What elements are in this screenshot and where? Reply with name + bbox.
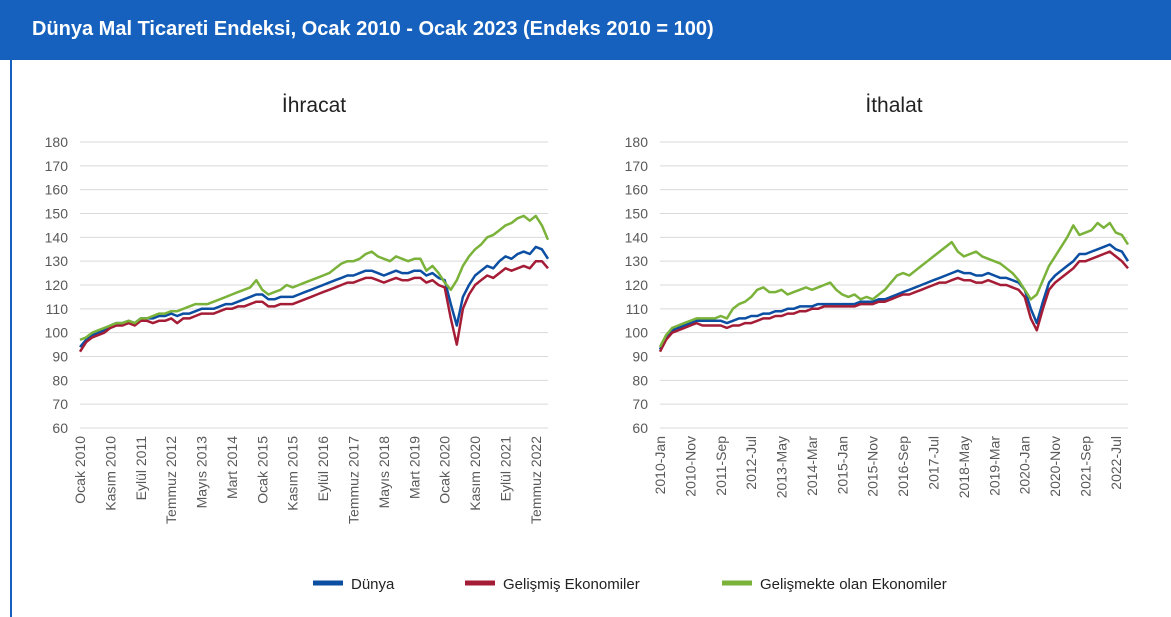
x-tick-label: 2011-Sep	[713, 436, 729, 496]
y-tick-label: 140	[625, 229, 649, 245]
x-tick-label: Eylül 2011	[133, 436, 149, 501]
frame-edge	[10, 60, 12, 617]
x-tick-label: Kasım 2015	[285, 436, 301, 511]
series-line	[79, 245, 550, 348]
x-tick-label: 2013-May	[774, 436, 790, 498]
x-tick-label: Temmuz 2012	[163, 436, 179, 524]
y-tick-label: 160	[45, 182, 69, 198]
series-line	[658, 243, 1130, 350]
y-tick-label: 70	[632, 396, 648, 412]
y-tick-label: 150	[45, 206, 69, 222]
x-tick-label: Eylül 2016	[315, 436, 331, 502]
y-tick-label: 120	[45, 277, 69, 293]
page-title: Dünya Mal Ticareti Endeksi, Ocak 2010 - …	[32, 18, 714, 40]
x-tick-label: 2017-Jul	[926, 436, 942, 490]
x-tick-label: 2014-Mar	[804, 436, 820, 496]
chart-title: İthalat	[865, 94, 922, 117]
x-tick-label: 2018-May	[956, 436, 972, 498]
x-tick-label: Kasım 2010	[102, 436, 118, 511]
series-line	[79, 214, 550, 341]
chart-title: İhracat	[282, 94, 346, 117]
y-tick-label: 120	[625, 277, 649, 293]
series-line	[78, 259, 549, 353]
y-tick-label: 140	[45, 229, 69, 245]
y-tick-label: 60	[52, 420, 68, 436]
x-tick-label: Mart 2014	[224, 436, 240, 499]
x-tick-label: Mayıs 2013	[194, 436, 210, 509]
x-tick-label: Temmuz 2017	[346, 436, 362, 524]
header: Dünya Mal Ticareti Endeksi, Ocak 2010 - …	[0, 0, 1171, 60]
y-tick-label: 150	[625, 206, 649, 222]
x-tick-label: 2020-Jan	[1017, 436, 1033, 494]
series-line	[658, 221, 1130, 348]
legend-label: Dünya	[351, 576, 395, 593]
y-tick-label: 170	[625, 158, 649, 174]
y-tick-label: 180	[625, 134, 649, 150]
y-tick-label: 130	[625, 253, 649, 269]
x-tick-label: Mayıs 2018	[376, 436, 392, 509]
x-tick-label: 2010-Jan	[652, 436, 668, 494]
y-tick-label: 170	[45, 158, 69, 174]
y-tick-label: 160	[625, 182, 649, 198]
x-tick-label: 2012-Jul	[743, 436, 759, 490]
x-tick-label: Ocak 2020	[437, 436, 453, 504]
x-tick-label: Kasım 2020	[467, 436, 483, 511]
x-tick-label: 2016-Sep	[895, 436, 911, 497]
x-tick-label: Eylül 2021	[497, 436, 513, 502]
y-tick-label: 80	[52, 372, 68, 388]
x-tick-label: 2010-Nov	[682, 436, 698, 497]
y-tick-label: 60	[632, 420, 648, 436]
x-tick-label: 2015-Nov	[865, 436, 881, 497]
y-tick-label: 70	[52, 396, 68, 412]
x-tick-label: Temmuz 2022	[528, 436, 544, 524]
x-tick-label: 2021-Sep	[1077, 436, 1093, 497]
series-line	[658, 250, 1129, 353]
x-tick-label: 2019-Mar	[986, 436, 1002, 496]
y-tick-label: 180	[45, 134, 69, 150]
y-tick-label: 90	[52, 349, 68, 365]
y-tick-label: 100	[625, 325, 649, 341]
x-tick-label: 2015-Jan	[834, 436, 850, 494]
y-tick-label: 100	[45, 325, 69, 341]
y-tick-label: 90	[632, 349, 648, 365]
legend-label: Gelişmekte olan Ekonomiler	[760, 576, 947, 593]
x-tick-label: Ocak 2015	[254, 436, 270, 504]
x-tick-label: 2022-Jul	[1108, 436, 1124, 490]
y-tick-label: 80	[632, 372, 648, 388]
x-tick-label: Mart 2019	[406, 436, 422, 499]
y-tick-label: 110	[626, 301, 649, 317]
x-tick-label: Ocak 2010	[72, 436, 88, 504]
legend-label: Gelişmiş Ekonomiler	[503, 576, 640, 593]
y-tick-label: 130	[45, 253, 69, 269]
x-tick-label: 2020-Nov	[1047, 436, 1063, 497]
y-tick-label: 110	[46, 301, 69, 317]
